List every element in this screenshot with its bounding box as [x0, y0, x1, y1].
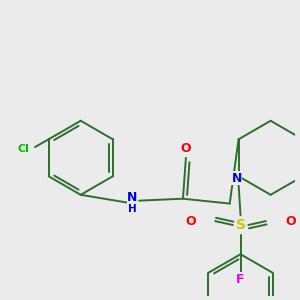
Text: O: O [181, 142, 191, 154]
Text: F: F [236, 273, 245, 286]
Text: N: N [231, 172, 242, 185]
Text: Cl: Cl [17, 144, 29, 154]
Text: O: O [285, 214, 296, 228]
Text: O: O [185, 214, 196, 228]
Text: S: S [236, 218, 245, 232]
Text: H: H [128, 204, 137, 214]
Text: N: N [127, 191, 137, 204]
